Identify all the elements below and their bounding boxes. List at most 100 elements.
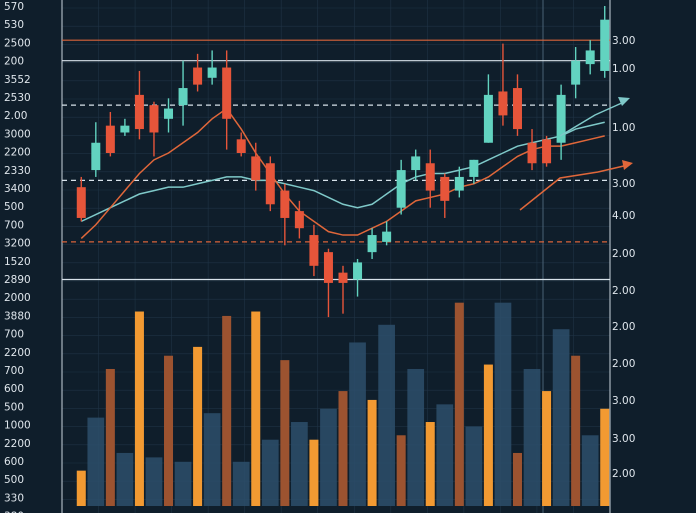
volume-bar — [454, 302, 464, 506]
left-axis-tick-label: 3400 — [4, 183, 31, 195]
right-axis-tick-label: 4.00 — [612, 210, 635, 222]
volume-bar — [523, 368, 541, 506]
left-axis-tick-label: 3880 — [4, 310, 31, 322]
left-axis-tick-label: 330 — [4, 492, 24, 504]
candle-body — [600, 19, 610, 71]
trend-line — [519, 171, 599, 211]
volume-bar — [512, 452, 522, 506]
candle-body — [353, 262, 363, 280]
volume-bar — [407, 368, 425, 506]
right-axis-tick-label: 2.00 — [612, 321, 635, 333]
volume-bar — [261, 439, 279, 506]
volume-bar — [338, 391, 348, 506]
candle-body — [367, 235, 377, 253]
right-axis-tick-label: 3.00 — [612, 433, 635, 445]
left-axis-tick-label: 1000 — [4, 420, 31, 432]
volume-bar — [203, 413, 221, 506]
volume-bar — [105, 368, 115, 506]
volume-bar — [542, 391, 552, 506]
right-axis-tick-label: 2.00 — [612, 358, 635, 370]
candle-body — [527, 142, 537, 164]
candle-body — [498, 91, 508, 116]
volume-bar — [280, 360, 290, 506]
left-axis-tick-label: 2200 — [4, 347, 31, 359]
moving-averages — [80, 107, 605, 240]
candle-body — [222, 67, 232, 119]
candle-body — [382, 231, 392, 242]
left-axis-tick-label: 500 — [4, 401, 24, 413]
candle-body — [120, 125, 130, 133]
candle-body — [585, 50, 595, 65]
right-axis-tick-label: 2.00 — [612, 285, 635, 297]
candle-body — [323, 252, 333, 283]
volume-bar — [465, 426, 483, 506]
candle-body — [338, 272, 348, 283]
candle-body — [236, 139, 246, 153]
left-axis-tick-label: 2500 — [4, 37, 31, 49]
candle-body — [164, 108, 174, 119]
trend-line — [559, 101, 625, 137]
left-axis-tick-label: 3552 — [4, 74, 31, 86]
volume-bar — [87, 417, 105, 506]
left-axis-tick-label: 700 — [4, 219, 24, 231]
moving-average-line — [80, 121, 605, 223]
right-axis-tick-label: 2.00 — [612, 248, 635, 260]
candle-body — [280, 190, 290, 218]
left-axis-tick-label: 200 — [4, 56, 24, 68]
candle-body — [207, 67, 217, 78]
candle-body — [440, 176, 450, 201]
candle-body — [178, 88, 188, 106]
left-axis-tick-label: 380 — [4, 511, 24, 513]
left-axis-tick-label: 3200 — [4, 238, 31, 250]
volume-bar — [251, 311, 261, 506]
volume-bar — [116, 452, 134, 506]
trend-arrow-shaft — [597, 164, 629, 173]
volume-bar — [552, 329, 570, 506]
candle-body — [149, 105, 159, 133]
candle-body — [396, 170, 406, 208]
volume-bar — [320, 408, 337, 506]
volume-bar — [134, 311, 144, 506]
volume-bar — [349, 342, 366, 506]
volume-bar — [174, 461, 192, 506]
left-axis-tick-label: 2200 — [4, 438, 31, 450]
left-axis-tick-label: 500 — [4, 474, 24, 486]
volume-bar — [309, 439, 319, 506]
candle-body — [542, 139, 552, 164]
horizontal-levels — [62, 39, 610, 281]
right-axis-tick-label: 2.00 — [612, 468, 635, 480]
right-axis-tick-label: 1.00 — [612, 122, 635, 134]
candle-body — [265, 163, 275, 205]
volume-bar — [396, 435, 406, 506]
left-axis-tick-label: 2890 — [4, 274, 31, 286]
left-axis-tick-label: 600 — [4, 456, 24, 468]
left-axis-tick-label: 530 — [4, 19, 24, 31]
volume-bar — [291, 422, 308, 506]
left-axis-tick-label: 700 — [4, 329, 24, 341]
volume-bar — [222, 315, 232, 506]
volume-bar — [232, 461, 250, 506]
right-axis: 3.00 1.00 1.00 3.00 4.00 2.00 2.00 2.00 2.00 3.00… — [612, 35, 635, 480]
candle-body — [483, 94, 493, 143]
volume-bar — [494, 302, 512, 506]
volume-bar — [600, 408, 610, 506]
candle-body — [512, 88, 522, 130]
candle-body — [105, 125, 115, 153]
volume-bar — [193, 346, 203, 506]
candle-body — [469, 159, 479, 177]
candle-body — [251, 156, 261, 181]
volume-bars — [76, 302, 610, 506]
left-axis-tick-label: 600 — [4, 383, 24, 395]
volume-bar — [571, 355, 581, 506]
volume-bar — [581, 435, 599, 506]
left-axis-tick-label: 500 — [4, 201, 24, 213]
overlay — [519, 97, 633, 211]
volume-bar — [483, 364, 493, 506]
volume-bar — [378, 324, 395, 506]
volume-bar — [145, 457, 163, 506]
left-axis-tick-label: 2330 — [4, 165, 31, 177]
candle-body — [454, 176, 464, 191]
left-axis-tick-label: 2.00 — [4, 110, 27, 122]
volume-bar — [76, 470, 86, 506]
